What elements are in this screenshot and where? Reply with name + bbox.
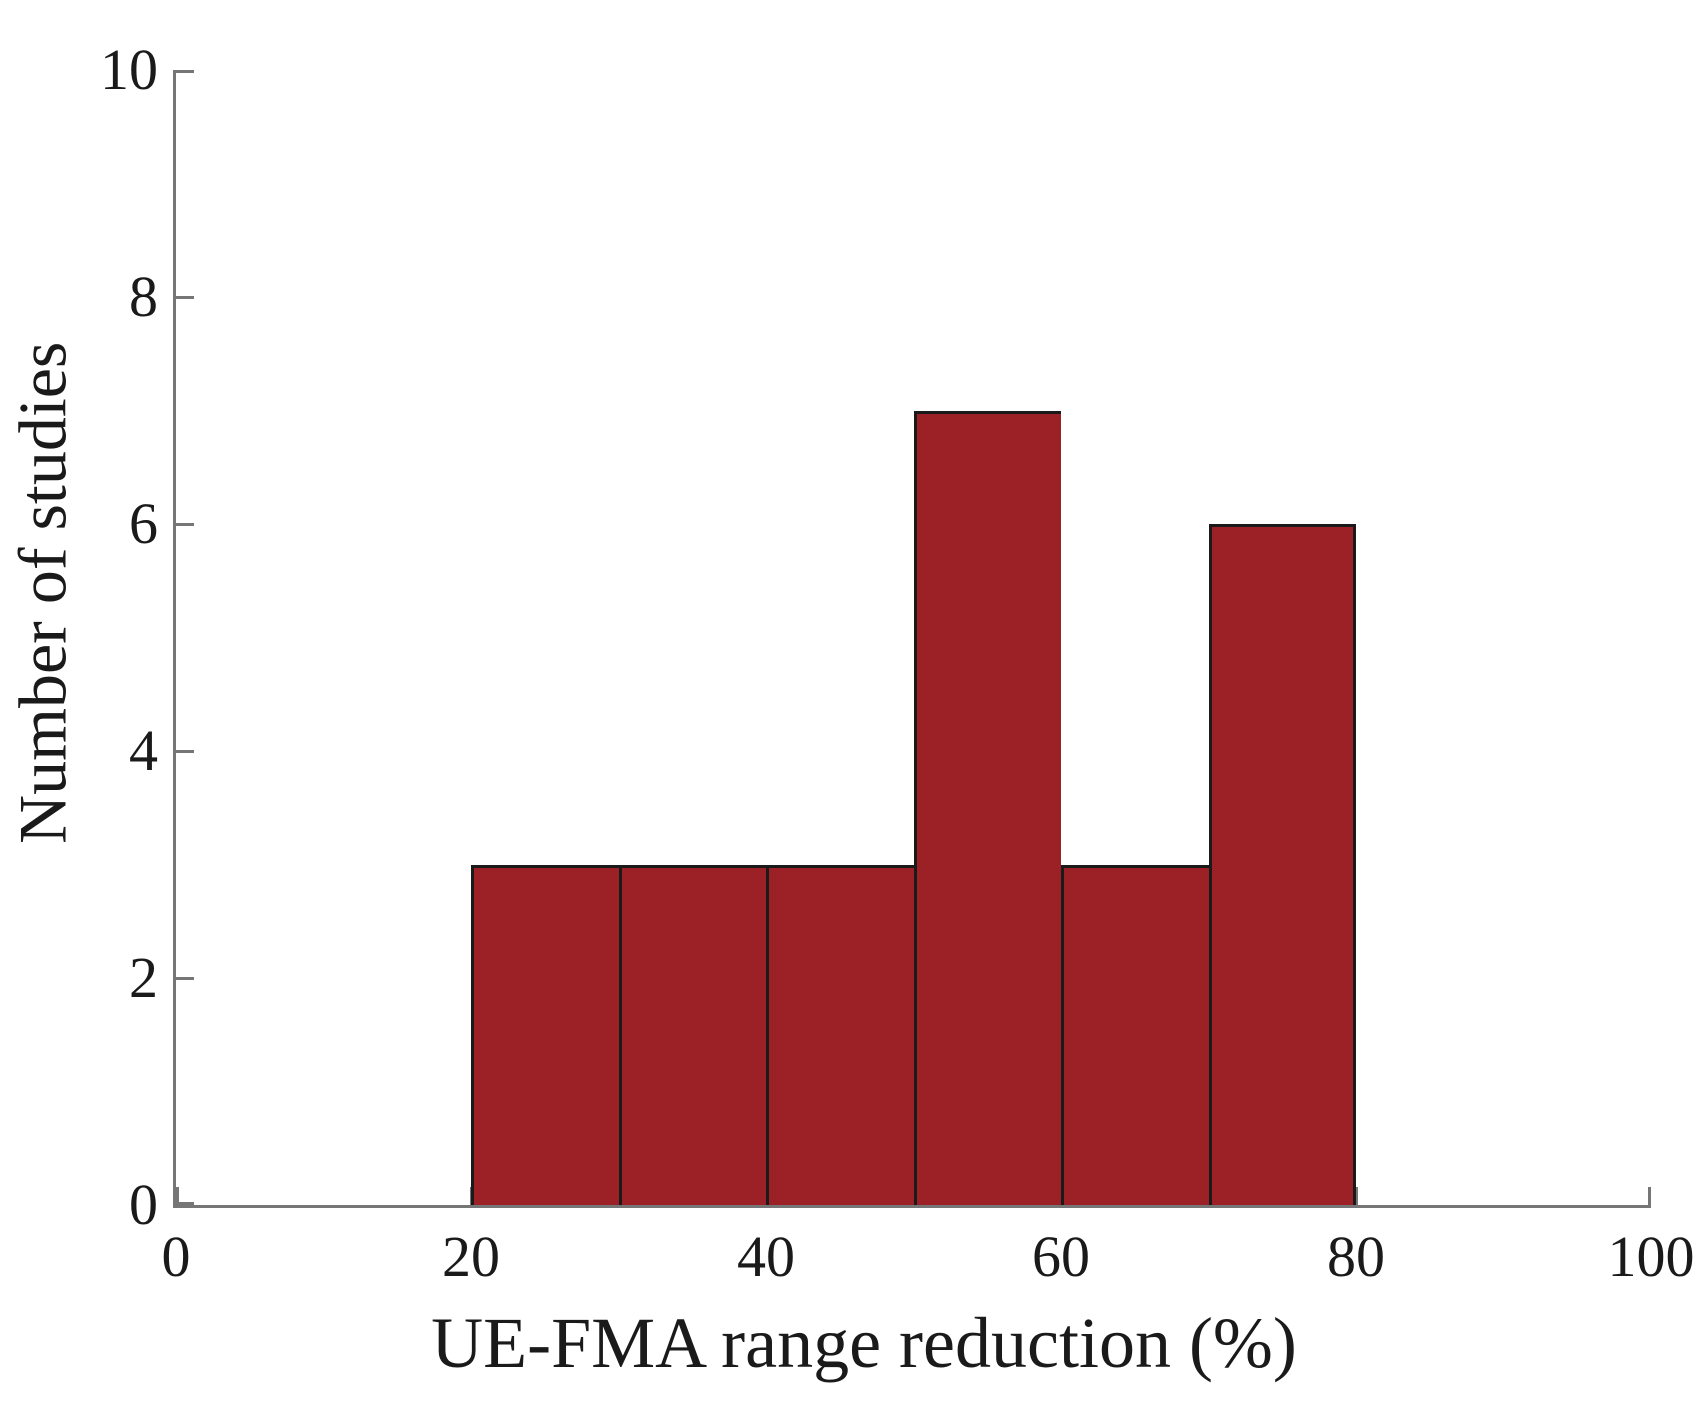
x-tick-mark — [1354, 1187, 1358, 1205]
x-tick-label: 40 — [737, 1224, 795, 1289]
x-tick-label: 80 — [1327, 1224, 1385, 1289]
x-axis-title: UE-FMA range reduction (%) — [431, 1303, 1297, 1383]
histogram-bar — [1061, 864, 1209, 1205]
y-tick-mark — [176, 976, 194, 980]
x-tick-label: 0 — [161, 1224, 191, 1289]
y-tick-mark — [176, 522, 194, 526]
y-tick-label: 4 — [129, 718, 158, 783]
x-tick-label: 100 — [1607, 1224, 1695, 1289]
x-tick-mark — [176, 1187, 179, 1205]
y-tick-mark — [176, 749, 194, 753]
x-tick-mark — [1648, 1187, 1651, 1205]
histogram-bar — [913, 410, 1061, 1205]
histogram-bar — [618, 864, 766, 1205]
y-tick-label: 10 — [100, 37, 158, 102]
histogram-bar — [1208, 524, 1356, 1205]
x-tick-label: 60 — [1032, 1224, 1090, 1289]
y-tick-label: 8 — [129, 264, 158, 329]
x-tick-label: 20 — [442, 1224, 500, 1289]
y-tick-label: 0 — [129, 1172, 158, 1237]
y-tick-label: 2 — [129, 945, 158, 1010]
plot-area — [173, 70, 1651, 1208]
y-tick-mark — [176, 295, 194, 299]
y-tick-mark — [176, 1202, 194, 1205]
y-tick-mark — [176, 70, 194, 73]
histogram-bar — [471, 864, 619, 1205]
y-tick-label: 6 — [129, 491, 158, 556]
histogram-bar — [766, 864, 914, 1205]
